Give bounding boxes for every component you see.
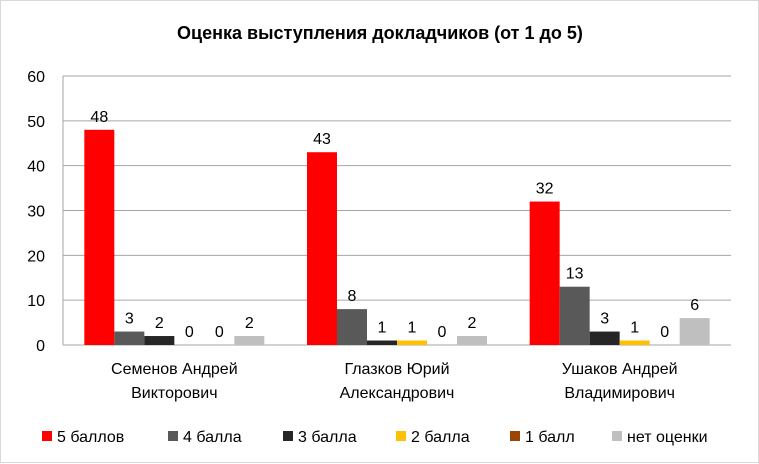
legend-swatch (510, 431, 520, 441)
data-label: 2 (468, 315, 477, 332)
legend-label: нет оценки (627, 429, 708, 446)
bar (397, 340, 427, 345)
legend-label: 5 баллов (57, 429, 124, 446)
x-tick-label: Викторович (131, 385, 217, 402)
legend-swatch (168, 431, 178, 441)
data-label: 2 (155, 315, 164, 332)
data-label: 0 (438, 324, 447, 341)
data-label: 13 (566, 266, 584, 283)
data-label: 43 (313, 131, 331, 148)
legend-label: 1 балл (525, 429, 575, 446)
data-label: 3 (600, 311, 609, 328)
y-tick-label: 50 (27, 114, 45, 131)
bar (234, 336, 265, 345)
data-label: 3 (125, 311, 134, 328)
data-label: 0 (660, 324, 669, 341)
legend-label: 3 балла (298, 429, 357, 446)
data-label: 1 (408, 320, 417, 337)
data-label: 48 (90, 109, 108, 126)
data-label: 2 (245, 315, 254, 332)
bar (367, 340, 397, 345)
y-tick-label: 40 (27, 159, 45, 176)
bar (529, 201, 560, 345)
bar (144, 336, 175, 345)
bar (589, 331, 620, 345)
chart-title: Оценка выступления докладчиков (от 1 до … (177, 23, 583, 43)
x-tick-label: Глазков Юрий (344, 361, 449, 378)
legend-swatch (612, 431, 622, 441)
y-tick-label: 0 (36, 338, 45, 355)
y-tick-label: 10 (27, 293, 45, 310)
data-label: 1 (378, 320, 387, 337)
data-label: 1 (630, 320, 639, 337)
bar (679, 318, 710, 345)
x-tick-label: Ушаков Андрей (562, 361, 678, 378)
bar (114, 331, 145, 345)
legend-swatch (283, 431, 293, 441)
bar (84, 129, 115, 345)
data-label: 0 (215, 324, 224, 341)
x-tick-label: Семенов Андрей (111, 361, 238, 378)
data-label: 6 (690, 297, 699, 314)
bar (457, 336, 487, 345)
legend-label: 4 балла (183, 429, 242, 446)
data-label: 8 (348, 288, 357, 305)
y-tick-label: 30 (27, 204, 45, 221)
x-tick-label: Владимирович (564, 385, 675, 402)
legend-swatch (396, 431, 406, 441)
data-label: 0 (185, 324, 194, 341)
bar (337, 309, 367, 345)
bar (559, 286, 590, 345)
y-tick-label: 60 (27, 69, 45, 86)
data-label: 32 (536, 181, 554, 198)
y-tick-label: 20 (27, 248, 45, 265)
legend-label: 2 балла (411, 429, 470, 446)
legend-swatch (42, 431, 52, 441)
bar (307, 152, 337, 345)
x-tick-label: Александрович (340, 385, 455, 402)
bar (619, 340, 650, 345)
